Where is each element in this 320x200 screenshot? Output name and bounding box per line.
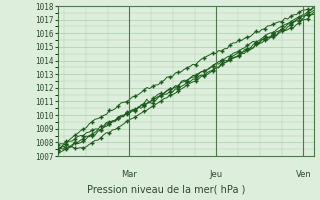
Text: Pression niveau de la mer( hPa ): Pression niveau de la mer( hPa ) xyxy=(87,184,245,194)
Text: Mar: Mar xyxy=(121,170,137,179)
Text: Jeu: Jeu xyxy=(210,170,223,179)
Text: Ven: Ven xyxy=(295,170,311,179)
